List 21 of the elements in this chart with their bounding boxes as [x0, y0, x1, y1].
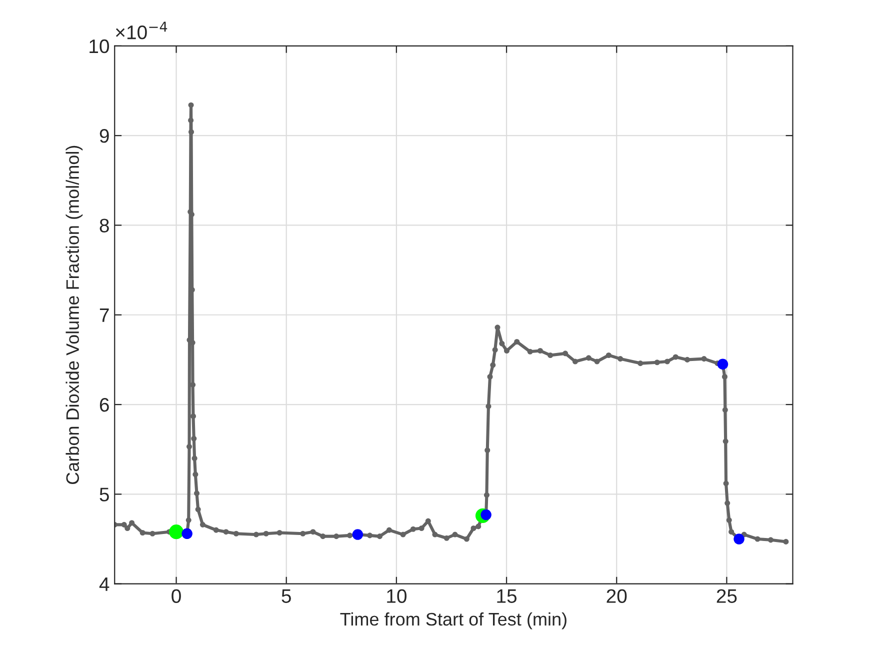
x-tick-label: 0: [172, 589, 181, 603]
y-tick-label: 7: [100, 308, 109, 322]
point: [168, 524, 184, 540]
y-tick-label: 8: [100, 218, 109, 232]
x-axis-title: Time from Start of Test (min): [340, 612, 566, 630]
text: ×10$^{−4}$: [116, 22, 168, 40]
x-tick-label: 20: [606, 589, 627, 603]
y-tick-label: 9: [100, 129, 109, 143]
y-tick-label: 5: [100, 488, 109, 502]
point: [182, 528, 192, 540]
y-axis-title: Carbon Dioxide Volume Fraction (mol/mol): [66, 146, 83, 484]
point: [717, 358, 728, 370]
x-tick-label: 5: [282, 589, 291, 603]
x-tick-label: 10: [387, 589, 406, 603]
x-tick-label: 15: [497, 589, 517, 603]
y-tick-label: 10: [90, 39, 110, 54]
y-tick-label: 4: [99, 578, 110, 591]
x-tick-label: 25: [716, 589, 737, 603]
y-tick-label: 6: [100, 398, 109, 412]
point: [352, 529, 364, 540]
point: [734, 534, 744, 544]
